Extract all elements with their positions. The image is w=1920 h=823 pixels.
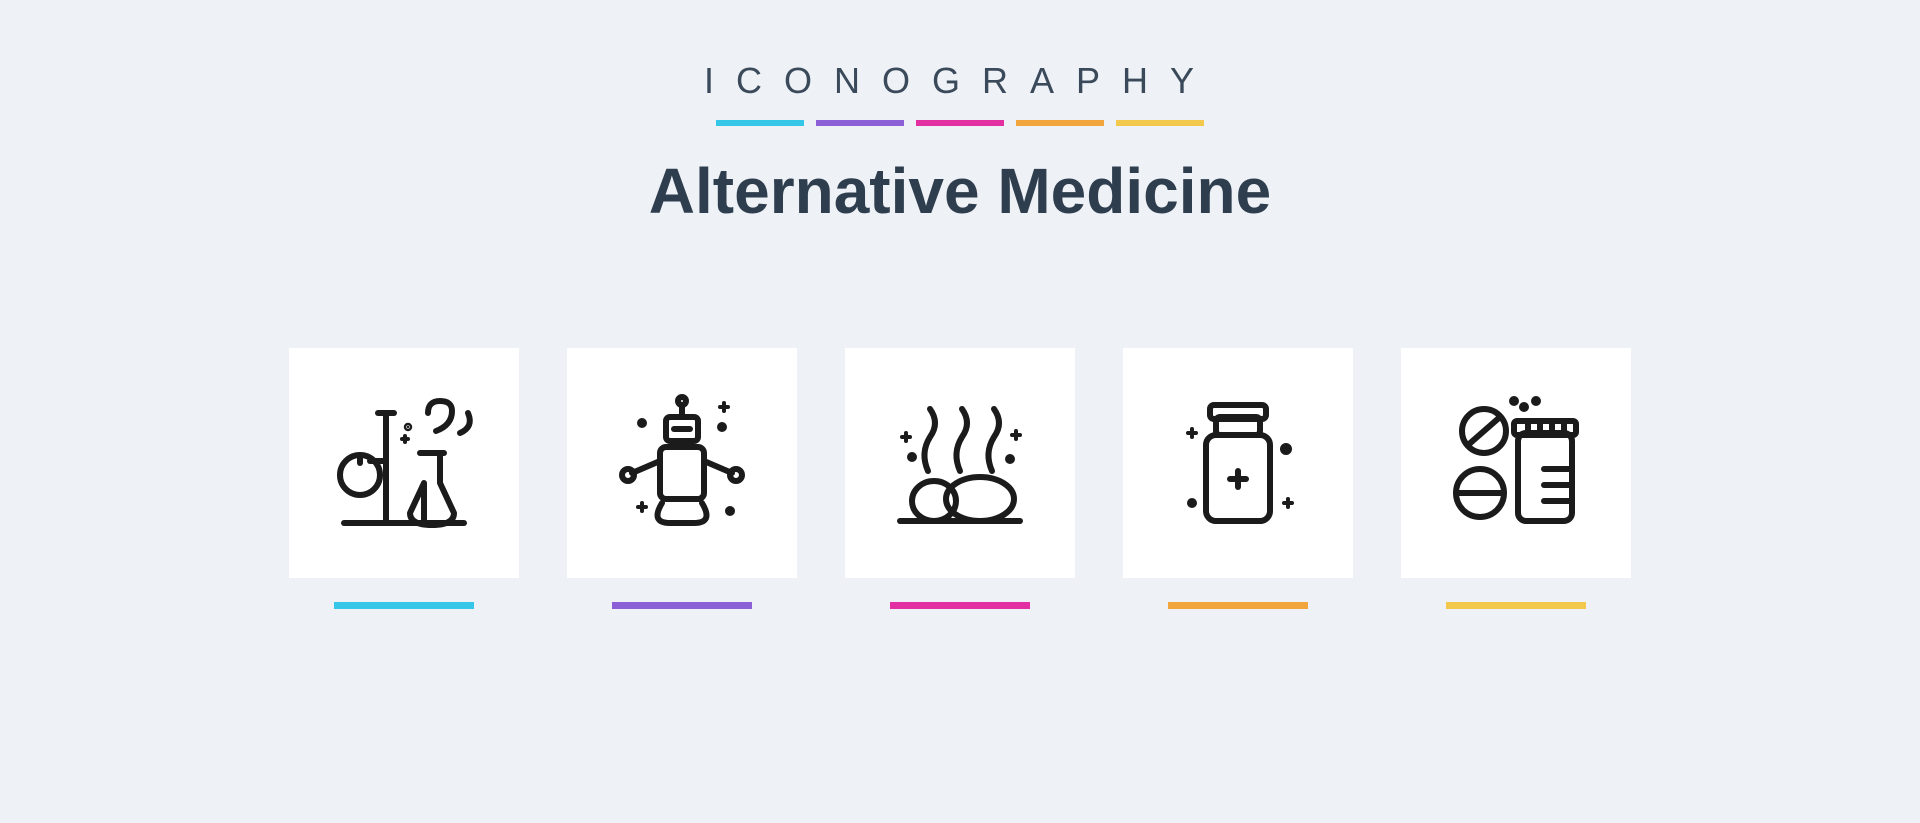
icon-card <box>289 348 519 609</box>
icon-card <box>567 348 797 609</box>
icon-card <box>1401 348 1631 609</box>
icon-card-box <box>1401 348 1631 578</box>
icon-card-box <box>845 348 1075 578</box>
brand-underline <box>649 120 1271 126</box>
icon-card-box <box>567 348 797 578</box>
card-underline <box>890 602 1030 609</box>
pills-jar-icon <box>1436 383 1596 543</box>
meditation-robot-icon <box>602 383 762 543</box>
underline-seg-1 <box>716 120 804 126</box>
medicine-bottle-icon <box>1158 383 1318 543</box>
icon-row <box>289 348 1631 609</box>
brand-text: ICONOGRAPHY <box>649 60 1271 102</box>
header: ICONOGRAPHY Alternative Medicine <box>649 60 1271 228</box>
icon-card <box>1123 348 1353 609</box>
icon-card-box <box>1123 348 1353 578</box>
card-underline <box>612 602 752 609</box>
card-underline <box>334 602 474 609</box>
card-underline <box>1446 602 1586 609</box>
icon-card <box>845 348 1075 609</box>
card-underline <box>1168 602 1308 609</box>
icon-card-box <box>289 348 519 578</box>
underline-seg-2 <box>816 120 904 126</box>
underline-seg-3 <box>916 120 1004 126</box>
laboratory-flask-icon <box>324 383 484 543</box>
underline-seg-4 <box>1016 120 1104 126</box>
underline-seg-5 <box>1116 120 1204 126</box>
hot-stones-icon <box>880 383 1040 543</box>
page-title: Alternative Medicine <box>649 154 1271 228</box>
